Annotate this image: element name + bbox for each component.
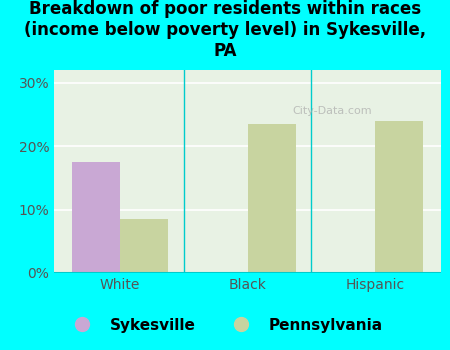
Bar	[248, 124, 296, 273]
Bar	[72, 162, 120, 273]
Legend: Sykesville, Pennsylvania: Sykesville, Pennsylvania	[61, 312, 389, 339]
Bar	[375, 121, 423, 273]
Text: Breakdown of poor residents within races
(income below poverty level) in Sykesvi: Breakdown of poor residents within races…	[24, 0, 426, 60]
Bar	[120, 219, 168, 273]
Text: City-Data.com: City-Data.com	[293, 106, 373, 116]
